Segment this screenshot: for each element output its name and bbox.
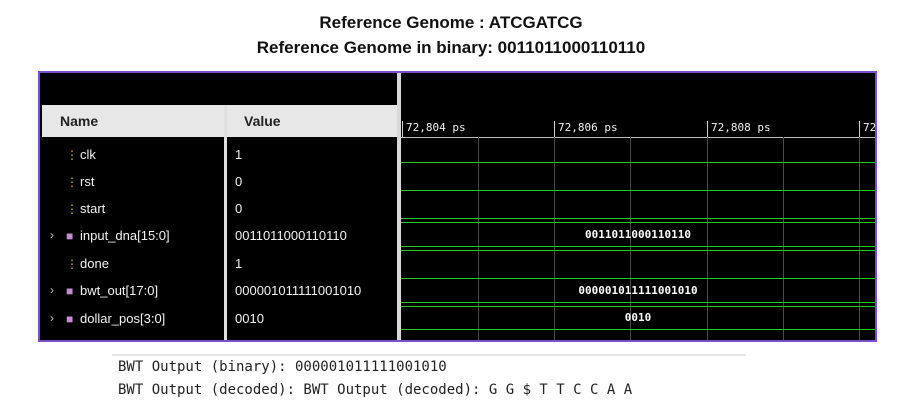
expand-chevron-icon[interactable]: › xyxy=(50,228,54,242)
signal-row-clk[interactable]: ⋮ clk 1 xyxy=(40,142,397,169)
clk-trace xyxy=(401,162,875,163)
signal-value: 0011011000110110 xyxy=(235,228,347,243)
grid-line xyxy=(783,137,784,340)
console-line-decoded: BWT Output (decoded): BWT Output (decode… xyxy=(118,382,633,398)
console-line-binary: BWT Output (binary): 000001011111001010 xyxy=(118,359,447,375)
signal-value: 1 xyxy=(235,256,243,271)
dollar-pos-bus-bottom xyxy=(401,329,875,330)
signal-name: clk xyxy=(80,147,96,162)
signal-name: done xyxy=(80,256,109,271)
grid-line xyxy=(859,137,860,340)
input-dna-bus-bottom xyxy=(401,246,875,247)
value-column-header[interactable]: Value xyxy=(227,105,397,137)
expand-chevron-icon[interactable]: › xyxy=(50,283,54,297)
timeline-baseline xyxy=(401,137,875,138)
wire-icon: ⋮ xyxy=(66,148,78,162)
signal-name: start xyxy=(80,201,106,216)
grid-line xyxy=(478,137,479,340)
bwt-out-bus-bottom xyxy=(401,302,875,303)
signal-row-input-dna[interactable]: › ■ input_dna[15:0] 0011011000110110 xyxy=(40,223,397,250)
bwt-out-bus-top xyxy=(401,278,875,279)
time-tick: 72 xyxy=(859,121,875,138)
signal-value: 1 xyxy=(235,147,243,162)
wire-icon: ⋮ xyxy=(66,202,78,216)
signal-value: 0 xyxy=(235,201,243,216)
wire-icon: ⋮ xyxy=(66,175,78,189)
reference-genome-title: Reference Genome : ATCGATCG xyxy=(319,13,583,32)
grid-line xyxy=(554,137,555,340)
bus-icon: ■ xyxy=(66,229,74,243)
waveform-pane[interactable]: 72,804 ps 72,806 ps 72,808 ps 72 0011011… xyxy=(401,73,875,340)
timeline-ruler: 72,804 ps 72,806 ps 72,808 ps 72 xyxy=(401,121,875,139)
bus-icon: ■ xyxy=(66,284,74,298)
bwt-out-bus-value: 000001011111001010 xyxy=(578,284,698,297)
name-column-header[interactable]: Name xyxy=(42,105,224,137)
wire-icon: ⋮ xyxy=(66,257,78,271)
signal-row-done[interactable]: ⋮ done 1 xyxy=(40,251,397,278)
input-dna-bus-value: 0011011000110110 xyxy=(585,228,691,241)
signal-row-bwt-out[interactable]: › ■ bwt_out[17:0] 000001011111001010 xyxy=(40,278,397,305)
signal-name: input_dna[15:0] xyxy=(80,228,170,243)
pane-splitter[interactable] xyxy=(397,73,401,340)
signal-value: 000001011111001010 xyxy=(235,283,362,298)
signal-name: bwt_out[17:0] xyxy=(80,283,159,298)
input-dna-bus-top xyxy=(401,222,875,223)
done-trace xyxy=(401,250,875,251)
signal-name: dollar_pos[3:0] xyxy=(80,311,166,326)
signal-list-pane: Name Value ⋮ clk 1 ⋮ rst 0 ⋮ start 0 › ■… xyxy=(40,73,397,340)
signal-row-rst[interactable]: ⋮ rst 0 xyxy=(40,169,397,196)
console-output: BWT Output (binary): 000001011111001010 … xyxy=(112,354,746,402)
rst-trace xyxy=(401,190,875,191)
signal-name: rst xyxy=(80,174,95,189)
time-tick: 72,806 ps xyxy=(554,121,618,138)
expand-chevron-icon[interactable]: › xyxy=(50,311,54,325)
dollar-pos-bus-top xyxy=(401,306,875,307)
time-tick: 72,808 ps xyxy=(707,121,771,138)
start-trace xyxy=(401,218,875,219)
signal-value: 0 xyxy=(235,174,243,189)
signal-row-dollar-pos[interactable]: › ■ dollar_pos[3:0] 0010 xyxy=(40,306,397,333)
dollar-pos-bus-value: 0010 xyxy=(624,311,652,324)
signal-row-start[interactable]: ⋮ start 0 xyxy=(40,196,397,223)
time-tick: 72,804 ps xyxy=(402,121,466,138)
signal-value: 0010 xyxy=(235,311,264,326)
bus-icon: ■ xyxy=(66,312,74,326)
reference-genome-binary-title: Reference Genome in binary: 001101100011… xyxy=(256,38,646,57)
column-splitter[interactable] xyxy=(224,105,227,340)
waveform-viewer: Name Value ⋮ clk 1 ⋮ rst 0 ⋮ start 0 › ■… xyxy=(38,71,877,342)
grid-line xyxy=(630,137,631,340)
grid-line xyxy=(707,137,708,340)
